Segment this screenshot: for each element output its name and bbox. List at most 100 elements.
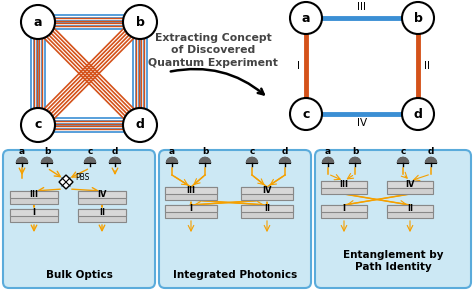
Polygon shape — [84, 157, 95, 163]
Text: d: d — [112, 147, 118, 156]
Polygon shape — [109, 157, 120, 163]
FancyBboxPatch shape — [241, 187, 293, 200]
FancyBboxPatch shape — [321, 205, 367, 212]
Text: c: c — [34, 119, 42, 131]
Text: c: c — [249, 147, 255, 156]
Polygon shape — [246, 157, 257, 163]
FancyBboxPatch shape — [165, 205, 217, 218]
Text: PBS: PBS — [75, 173, 90, 182]
Circle shape — [123, 5, 157, 39]
Circle shape — [21, 108, 55, 142]
FancyBboxPatch shape — [387, 205, 433, 212]
Circle shape — [290, 98, 322, 130]
Text: a: a — [325, 147, 331, 156]
Text: III: III — [186, 186, 195, 195]
Text: a: a — [302, 12, 310, 24]
Polygon shape — [349, 157, 361, 163]
Text: I: I — [343, 204, 346, 213]
Circle shape — [402, 98, 434, 130]
Text: c: c — [87, 147, 93, 156]
FancyBboxPatch shape — [241, 205, 293, 212]
Polygon shape — [349, 157, 361, 163]
FancyBboxPatch shape — [387, 181, 433, 188]
Text: b: b — [413, 12, 422, 24]
Polygon shape — [42, 157, 53, 163]
Text: a: a — [169, 147, 175, 156]
FancyBboxPatch shape — [321, 205, 367, 218]
Text: II: II — [424, 61, 430, 71]
Text: d: d — [136, 119, 145, 131]
Text: c: c — [302, 108, 310, 121]
Text: I: I — [190, 204, 192, 213]
Text: b: b — [136, 15, 145, 28]
Polygon shape — [166, 157, 177, 163]
Polygon shape — [17, 157, 27, 163]
Circle shape — [123, 108, 157, 142]
FancyBboxPatch shape — [10, 209, 58, 222]
Text: IV: IV — [97, 190, 107, 199]
Polygon shape — [426, 157, 437, 163]
Circle shape — [290, 2, 322, 34]
FancyBboxPatch shape — [241, 205, 293, 218]
Polygon shape — [322, 157, 334, 163]
Polygon shape — [280, 157, 291, 163]
Text: d: d — [282, 147, 288, 156]
Polygon shape — [200, 157, 210, 163]
FancyBboxPatch shape — [321, 181, 367, 194]
FancyBboxPatch shape — [10, 209, 58, 216]
Polygon shape — [426, 157, 437, 163]
FancyBboxPatch shape — [78, 191, 126, 204]
Text: Extracting Concept
of Discovered
Quantum Experiment: Extracting Concept of Discovered Quantum… — [148, 33, 278, 68]
Text: IV: IV — [405, 180, 415, 189]
FancyBboxPatch shape — [3, 150, 155, 288]
FancyBboxPatch shape — [387, 181, 433, 194]
Text: IV: IV — [262, 186, 272, 195]
Text: a: a — [34, 15, 42, 28]
Text: c: c — [401, 147, 406, 156]
Text: Integrated Photonics: Integrated Photonics — [173, 270, 297, 280]
Text: II: II — [99, 208, 105, 217]
Polygon shape — [246, 157, 257, 163]
Text: b: b — [352, 147, 358, 156]
Text: d: d — [413, 108, 422, 121]
Text: I: I — [33, 208, 36, 217]
FancyBboxPatch shape — [10, 191, 58, 204]
Polygon shape — [109, 157, 120, 163]
FancyBboxPatch shape — [165, 187, 217, 200]
Text: II: II — [407, 204, 413, 213]
Text: III: III — [357, 2, 366, 12]
Polygon shape — [84, 157, 95, 163]
Text: d: d — [428, 147, 434, 156]
Polygon shape — [42, 157, 53, 163]
Text: IV: IV — [357, 118, 367, 128]
Polygon shape — [398, 157, 409, 163]
Text: b: b — [202, 147, 208, 156]
Text: III: III — [29, 190, 38, 199]
FancyBboxPatch shape — [78, 209, 126, 216]
FancyBboxPatch shape — [78, 191, 126, 198]
Polygon shape — [59, 175, 73, 189]
Text: b: b — [44, 147, 50, 156]
FancyBboxPatch shape — [241, 187, 293, 194]
Text: III: III — [339, 180, 348, 189]
Circle shape — [21, 5, 55, 39]
Text: Entanglement by
Path Identity: Entanglement by Path Identity — [343, 250, 443, 272]
Polygon shape — [166, 157, 177, 163]
Text: Bulk Optics: Bulk Optics — [46, 270, 112, 280]
FancyBboxPatch shape — [387, 205, 433, 218]
Text: a: a — [19, 147, 25, 156]
FancyBboxPatch shape — [78, 209, 126, 222]
FancyBboxPatch shape — [165, 205, 217, 212]
Circle shape — [402, 2, 434, 34]
Polygon shape — [200, 157, 210, 163]
Polygon shape — [398, 157, 409, 163]
FancyBboxPatch shape — [315, 150, 471, 288]
FancyBboxPatch shape — [165, 187, 217, 194]
FancyBboxPatch shape — [321, 181, 367, 188]
FancyBboxPatch shape — [159, 150, 311, 288]
Polygon shape — [280, 157, 291, 163]
Text: II: II — [264, 204, 270, 213]
Text: I: I — [297, 61, 300, 71]
FancyBboxPatch shape — [10, 191, 58, 198]
Polygon shape — [17, 157, 27, 163]
